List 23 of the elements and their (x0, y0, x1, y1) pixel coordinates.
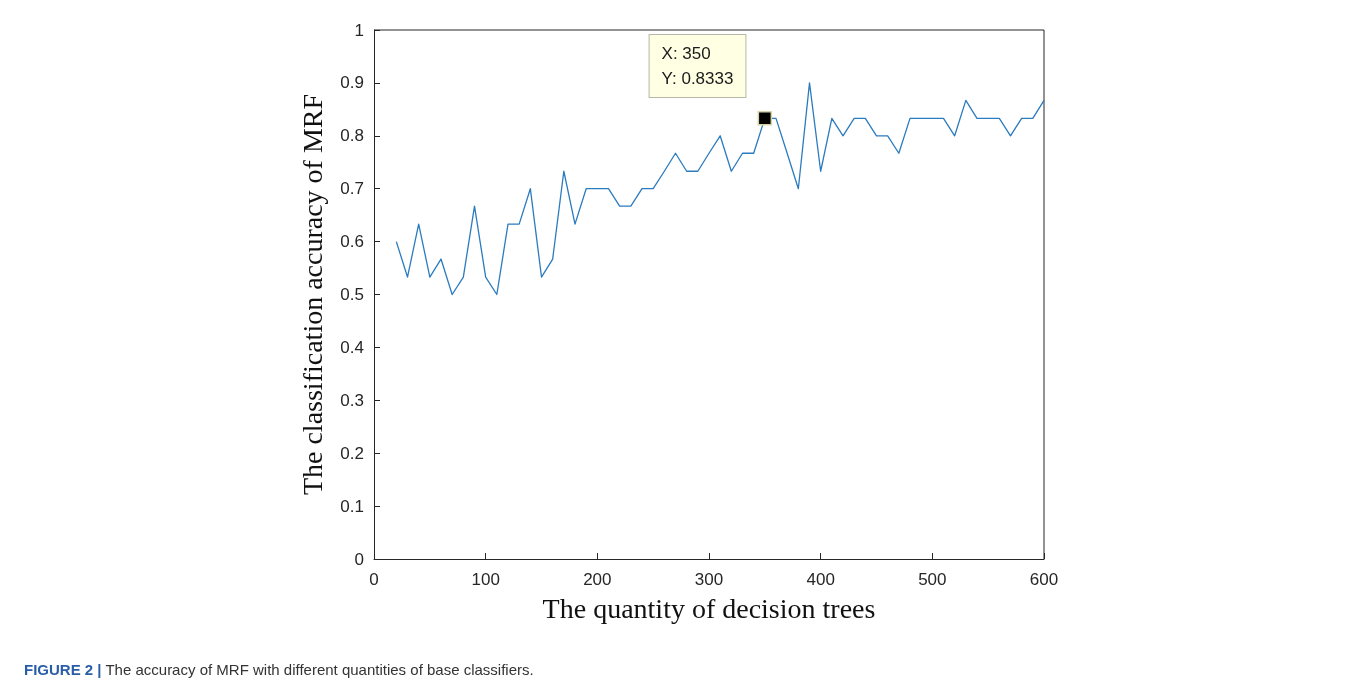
x-tick-label: 400 (806, 570, 835, 589)
y-tick-label: 0.3 (340, 390, 364, 410)
y-tick-label: 0 (354, 549, 364, 569)
y-tick-label: 0.5 (340, 285, 364, 304)
x-tick-label: 200 (583, 570, 612, 589)
x-tick-label: 600 (1029, 570, 1059, 589)
y-tick-label: 1 (354, 20, 364, 40)
y-tick-label: 0.4 (340, 337, 364, 357)
line-series (395, 82, 1045, 296)
x-tick-label: 300 (694, 570, 724, 589)
x-axis-title: The quantity of decision trees (542, 592, 876, 624)
x-tick-label: 0 (369, 570, 379, 589)
y-tick-label: 0.6 (340, 232, 364, 252)
y-tick-label: 0.7 (340, 179, 364, 199)
caption: FIGURE 2 | The accuracy of MRF with different quantities of base classifiers. (24, 661, 534, 678)
y-tick-label: 0.1 (340, 496, 364, 516)
y-tick-label: 0.2 (340, 443, 364, 463)
x-tick-label: 100 (471, 570, 500, 589)
x-tick-label: 500 (918, 570, 947, 589)
y-axis-title: The classification accuracy of MRF (296, 93, 328, 496)
y-tick-label: 0.8 (340, 126, 364, 146)
y-tick-label: 0.9 (340, 73, 364, 93)
annotation: X: 350 Y: 0.8333 (661, 43, 734, 88)
